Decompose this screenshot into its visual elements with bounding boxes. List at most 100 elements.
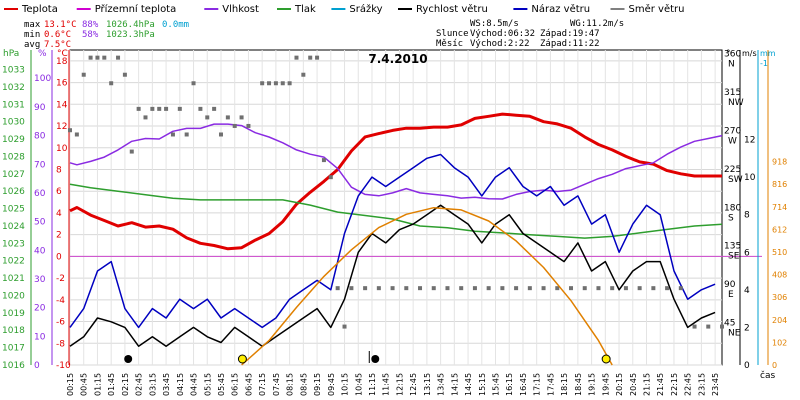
- sunrise-marker: [237, 354, 247, 364]
- wind-dir-point: [665, 286, 670, 291]
- stat-min-0: min: [24, 30, 40, 40]
- tick-hpa: 1024: [2, 222, 25, 232]
- tick-rad: 714: [772, 203, 787, 212]
- wind-dir-point: [349, 286, 354, 291]
- x-tick-label: 16:45: [519, 373, 528, 396]
- wind-dir-point: [150, 106, 155, 111]
- legend-label: Náraz větru: [531, 3, 590, 15]
- wind-dir-point: [109, 81, 114, 86]
- wind-dir-point: [637, 286, 642, 291]
- x-tick-label: 06:45: [244, 373, 253, 396]
- tick-rad: 510: [772, 248, 787, 257]
- wind-dir-point: [431, 286, 436, 291]
- wind-dir-point: [363, 286, 368, 291]
- tick-rad: 204: [772, 316, 787, 325]
- tick-temp: -4: [56, 296, 65, 306]
- legend-label: Rychlost větru: [416, 3, 488, 15]
- tick-rad: 102: [772, 338, 787, 347]
- wind-dir-point: [95, 55, 100, 60]
- x-tick-label: 05:15: [203, 373, 212, 396]
- x-tick-label: 08:15: [286, 373, 295, 396]
- x-tick-label: 16:15: [505, 373, 514, 396]
- x-tick-label: 20:15: [615, 373, 624, 396]
- tick-ms: 0: [744, 361, 750, 371]
- sunset-marker: [601, 354, 611, 364]
- tick-dir-deg: 270: [724, 126, 741, 136]
- legend-label: Přízemní teplota: [95, 3, 177, 15]
- tick-pct: 60: [34, 189, 46, 199]
- wind-dir-point: [390, 286, 395, 291]
- tick-rad: 0: [772, 361, 777, 370]
- wind-dir-point: [143, 115, 148, 120]
- wind-dir-point: [136, 106, 141, 111]
- wind-dir-point: [246, 123, 251, 128]
- wind-dir-point: [280, 81, 285, 86]
- tick-ms: 6: [744, 248, 750, 258]
- series-tlak: [69, 183, 723, 239]
- x-tick-label: 21:45: [656, 373, 665, 396]
- info-text: Východ:2:22: [470, 39, 530, 49]
- tick-pct: 40: [34, 246, 46, 256]
- wind-dir-point: [164, 106, 169, 111]
- wind-dir-point: [404, 286, 409, 291]
- wind-dir-point: [445, 286, 450, 291]
- x-tick-label: 00:45: [80, 373, 89, 396]
- series-radiace: [241, 206, 613, 366]
- tick-dir-deg: 225: [724, 165, 741, 175]
- wind-dir-point: [218, 132, 223, 137]
- wind-dir-point: [308, 55, 313, 60]
- wind-dir-point: [68, 128, 72, 133]
- x-tick-label: 17:15: [533, 373, 542, 396]
- axis-unit-pct: %: [38, 49, 47, 59]
- axis-unit-ms: m/s: [742, 49, 757, 58]
- tick-ms: 12: [744, 136, 755, 146]
- tick-dir-deg: 90: [724, 280, 736, 290]
- tick-temp: 4: [56, 209, 62, 219]
- tick-dir-deg: 360: [724, 50, 741, 60]
- info-text: Západ:11:22: [540, 39, 600, 49]
- x-tick-label: 13:45: [437, 373, 446, 396]
- x-tick-label: 21:15: [643, 373, 652, 396]
- tick-hpa: 1021: [2, 274, 25, 284]
- x-tick-label: 19:45: [601, 373, 610, 396]
- wind-dir-point: [459, 286, 464, 291]
- wind-dir-point: [260, 81, 265, 86]
- wind-dir-point: [541, 286, 546, 291]
- legend-label: Vlhkost: [222, 4, 259, 15]
- x-tick-label: 15:15: [478, 373, 487, 396]
- wind-dir-point: [116, 55, 121, 60]
- wind-dir-point: [720, 324, 724, 329]
- series-vlhkost: [69, 123, 723, 200]
- wind-dir-point: [651, 286, 656, 291]
- axis-unit-hpa: hPa: [3, 49, 19, 59]
- x-tick-label: 07:45: [272, 373, 281, 396]
- tick-temp: -2: [56, 274, 65, 284]
- tick-temp: 12: [56, 122, 67, 132]
- tick-pct: 50: [34, 218, 46, 228]
- tick-temp: 2: [56, 231, 62, 241]
- tick-dir-label: SW: [728, 175, 743, 185]
- wind-dir-point: [157, 106, 162, 111]
- x-tick-label: 01:15: [93, 373, 102, 396]
- x-tick-label: 23:15: [697, 373, 706, 396]
- x-tick-label: 13:15: [423, 373, 432, 396]
- x-tick-label: 09:45: [327, 373, 336, 396]
- tick-dir-label: W: [728, 136, 737, 146]
- tick-hpa: 1018: [2, 326, 25, 336]
- wind-dir-point: [514, 286, 519, 291]
- tick-hpa: 1032: [2, 83, 25, 93]
- series-teplota: [69, 112, 722, 251]
- tick-dir-label: N: [728, 60, 735, 70]
- tick-hpa: 1025: [2, 205, 25, 215]
- tick-hpa: 1017: [2, 344, 25, 354]
- x-tick-label: 00:15: [66, 373, 75, 396]
- x-tick-label: 06:15: [231, 373, 240, 396]
- info-text: Západ:19:47: [540, 29, 600, 39]
- tick-hpa: 1031: [2, 100, 25, 110]
- moonset-marker: [371, 355, 380, 363]
- x-tick-label: 09:15: [313, 373, 322, 396]
- wind-dir-point: [315, 55, 320, 60]
- x-tick-label: 18:45: [574, 373, 583, 396]
